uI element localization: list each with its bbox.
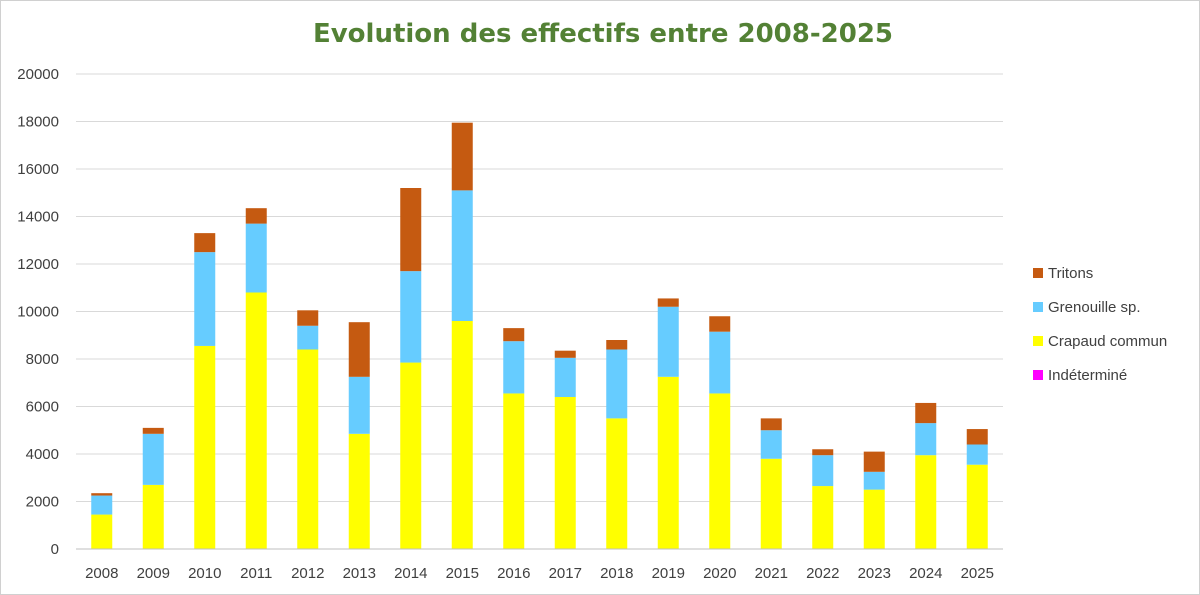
bar-segment <box>400 362 422 549</box>
bar-segment <box>142 433 164 485</box>
legend-swatch <box>1033 336 1043 346</box>
y-tick-label: 8000 <box>26 351 59 368</box>
y-tick-label: 10000 <box>17 304 59 321</box>
legend: Tritons Grenouille sp. Crapaud commun Indét… <box>1033 265 1167 384</box>
y-tick-label: 4000 <box>26 446 59 463</box>
x-tick-label: 2015 <box>446 565 479 582</box>
bar-segment <box>915 402 937 424</box>
y-tick-label: 18000 <box>17 114 59 131</box>
x-tick-label: 2019 <box>652 565 685 582</box>
bar-segment <box>760 418 782 431</box>
bar-segment <box>451 190 473 321</box>
legend-swatch <box>1033 302 1043 312</box>
bar-segment <box>348 433 370 549</box>
bar-segment <box>760 458 782 549</box>
bar-segment <box>812 486 834 549</box>
bar-segment <box>657 298 679 307</box>
y-tick-label: 16000 <box>17 161 59 178</box>
bars <box>91 122 988 549</box>
bar-segment <box>657 306 679 377</box>
x-tick-label: 2010 <box>188 565 221 582</box>
legend-swatch <box>1033 268 1043 278</box>
bar-segment <box>554 397 576 549</box>
chart-title: Evolution des effectifs entre 2008-2025 <box>313 19 893 49</box>
y-tick-label: 2000 <box>26 494 59 511</box>
bar-segment <box>606 349 628 419</box>
x-tick-label: 2009 <box>137 565 170 582</box>
bar-segment <box>966 429 988 445</box>
x-tick-label: 2008 <box>85 565 118 582</box>
bar-segment <box>503 341 525 394</box>
bar-segment <box>348 322 370 377</box>
bar-segment <box>194 233 216 253</box>
bar-segment <box>297 349 319 549</box>
bar-segment <box>863 451 885 472</box>
x-tick-label: 2024 <box>909 565 942 582</box>
bar-segment <box>194 252 216 346</box>
bar-segment <box>91 495 113 515</box>
bar-segment <box>709 316 731 332</box>
bar-segment <box>915 423 937 456</box>
x-tick-label: 2022 <box>806 565 839 582</box>
bar-segment <box>657 376 679 549</box>
bar-segment <box>142 427 164 434</box>
x-tick-label: 2025 <box>961 565 994 582</box>
y-tick-label: 20000 <box>17 66 59 83</box>
bar-segment <box>812 449 834 456</box>
bar-segment <box>966 464 988 549</box>
x-tick-label: 2023 <box>858 565 891 582</box>
y-tick-label: 6000 <box>26 399 59 416</box>
x-tick-label: 2020 <box>703 565 736 582</box>
bar-segment <box>606 418 628 549</box>
bar-segment <box>451 122 473 191</box>
bar-segment <box>554 357 576 397</box>
legend-label: Crapaud commun <box>1048 333 1167 350</box>
x-tick-label: 2012 <box>291 565 324 582</box>
legend-label: Grenouille sp. <box>1048 299 1141 316</box>
x-tick-label: 2014 <box>394 565 427 582</box>
bar-segment <box>709 393 731 549</box>
axes: 0 2000 4000 6000 8000 10000 12000 14000 16000 180… <box>17 66 1003 582</box>
bar-segment <box>554 350 576 358</box>
x-tick-label: 2017 <box>549 565 582 582</box>
x-tick-label: 2013 <box>343 565 376 582</box>
y-tick-label: 12000 <box>17 256 59 273</box>
bar-segment <box>91 493 113 496</box>
bar-segment <box>245 223 267 293</box>
legend-swatch <box>1033 370 1043 380</box>
legend-label: Indéterminé <box>1048 367 1127 384</box>
bar-segment <box>91 514 113 549</box>
bar-segment <box>863 489 885 549</box>
bar-segment <box>812 455 834 487</box>
bar-segment <box>915 455 937 549</box>
bar-segment <box>966 444 988 465</box>
bar-segment <box>451 321 473 549</box>
bar-segment <box>400 271 422 363</box>
bar-segment <box>863 471 885 490</box>
bar-segment <box>142 484 164 549</box>
x-tick-label: 2016 <box>497 565 530 582</box>
bar-segment <box>297 325 319 350</box>
bar-segment <box>194 345 216 549</box>
x-tick-label: 2011 <box>240 565 272 582</box>
bar-segment <box>709 331 731 394</box>
bar-segment <box>760 430 782 459</box>
bar-segment <box>245 292 267 549</box>
bar-segment <box>503 328 525 342</box>
bar-segment <box>297 310 319 326</box>
y-tick-label: 0 <box>51 541 59 558</box>
x-tick-label: 2018 <box>600 565 633 582</box>
bar-segment <box>400 188 422 272</box>
bar-segment <box>245 208 267 224</box>
legend-label: Tritons <box>1048 265 1093 282</box>
bar-segment <box>606 340 628 350</box>
y-tick-label: 14000 <box>17 209 59 226</box>
bar-segment <box>503 393 525 549</box>
bar-segment <box>348 376 370 434</box>
gridlines <box>76 73 1003 502</box>
x-tick-label: 2021 <box>755 565 788 582</box>
